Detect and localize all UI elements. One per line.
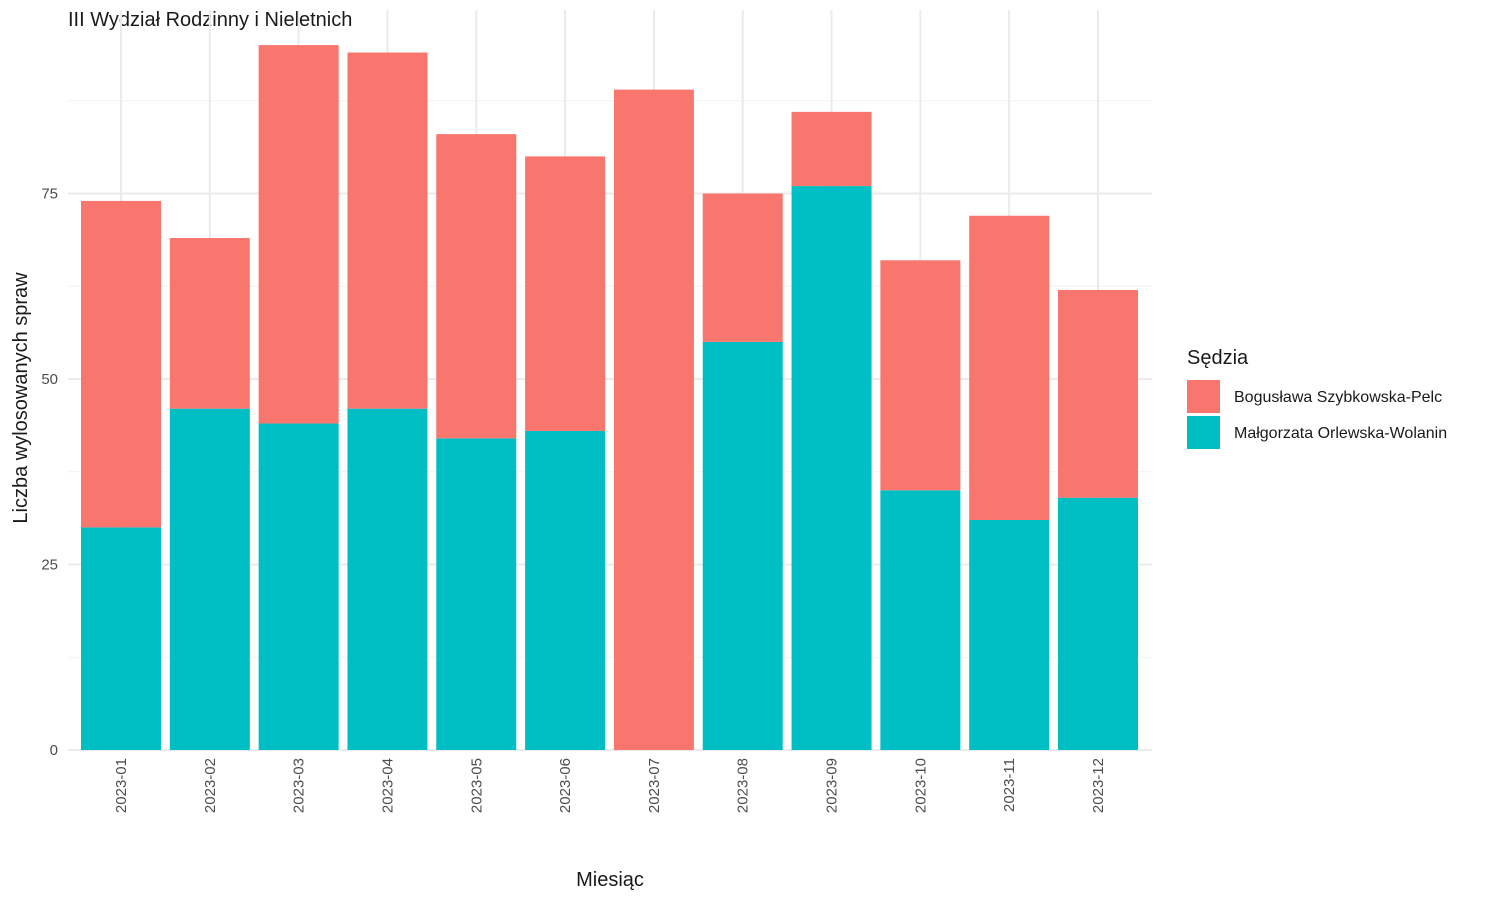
bar-segment	[436, 438, 517, 750]
y-tick-label: 75	[41, 186, 58, 203]
x-tick-label: 2023-10	[912, 758, 929, 813]
y-axis-title: Liczba wylosowanych spraw	[10, 272, 32, 524]
y-tick-label: 25	[41, 557, 58, 574]
bar-segment	[791, 186, 872, 750]
y-tick-label: 0	[50, 742, 58, 759]
x-tick-label: 2023-02	[202, 758, 219, 813]
bar-segment	[613, 89, 694, 751]
y-axis-ticks: 0 25 50 75	[41, 186, 58, 760]
bar-segment	[525, 156, 606, 431]
bar-segment	[1058, 289, 1138, 498]
bar-segment	[969, 519, 1050, 750]
bar-segment	[169, 238, 250, 409]
bar-segment	[81, 527, 161, 750]
legend-label: Małgorzata Orlewska-Wolanin	[1234, 425, 1447, 442]
legend-label: Bogusława Szybkowska-Pelc	[1234, 389, 1442, 406]
x-tick-label: 2023-03	[291, 758, 308, 813]
bar-segment	[347, 52, 428, 409]
bar-segment	[969, 215, 1050, 520]
bars	[81, 45, 1138, 751]
bar-segment	[880, 260, 961, 491]
legend-swatch	[1187, 380, 1220, 413]
x-axis-ticks: 2023-01 2023-02 2023-03 2023-04 2023-05 2023-…	[113, 758, 1107, 813]
bar-segment	[169, 408, 250, 750]
x-tick-label: 2023-09	[824, 758, 841, 813]
x-tick-label: 2023-08	[735, 758, 752, 813]
bar-segment	[702, 193, 783, 342]
x-tick-label: 2023-12	[1090, 758, 1107, 813]
bar-segment	[436, 134, 517, 439]
bar-segment	[525, 430, 606, 750]
x-tick-label: 2023-11	[1001, 758, 1018, 812]
x-tick-label: 2023-05	[468, 758, 485, 813]
bar-segment	[1058, 497, 1138, 750]
legend-swatch	[1187, 416, 1220, 449]
x-axis-title: Miesiąc	[576, 869, 644, 891]
x-tick-label: 2023-07	[646, 758, 663, 813]
bar-segment	[791, 111, 872, 187]
x-tick-label: 2023-06	[557, 758, 574, 813]
bar-segment	[880, 490, 961, 750]
legend-title: Sędzia	[1187, 347, 1249, 369]
bar-segment	[81, 200, 161, 528]
x-tick-label: 2023-04	[379, 758, 396, 813]
legend: Sędzia Bogusława Szybkowska-Pelc Małgorza…	[1187, 347, 1447, 449]
bar-segment	[258, 423, 339, 750]
y-tick-label: 50	[41, 371, 58, 388]
x-tick-label: 2023-01	[113, 758, 130, 813]
bar-segment	[347, 408, 428, 750]
bar-segment	[258, 45, 339, 424]
bar-segment	[702, 341, 783, 750]
